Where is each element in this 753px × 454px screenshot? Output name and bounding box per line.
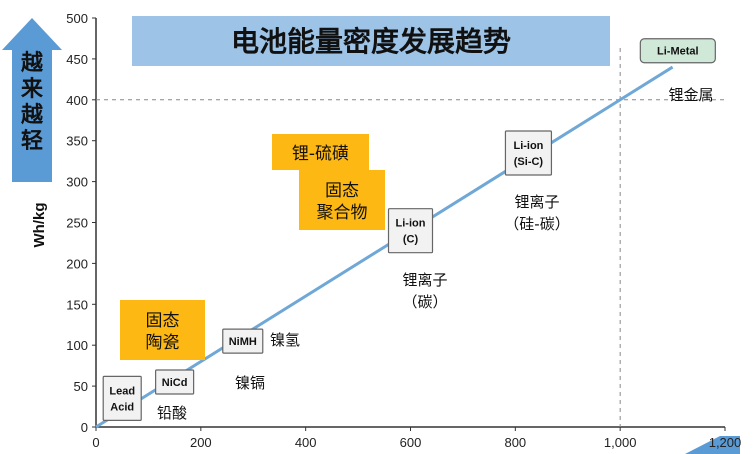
up-arrow-head-icon <box>2 18 62 50</box>
trend-line-group <box>95 65 674 429</box>
y-axis-label: Wh/kg <box>31 203 48 248</box>
point-label: Li-Metal <box>657 46 699 58</box>
y-arrow-label: 越来越轻 <box>20 51 44 154</box>
point-box <box>222 328 264 354</box>
y-tick-label: 0 <box>81 420 88 435</box>
y-tick-label: 300 <box>66 175 88 190</box>
point-label: Li-ion <box>396 218 426 230</box>
point-label: Acid <box>110 401 134 413</box>
point-cn-label: （硅-碳） <box>504 215 569 233</box>
point-cn-label: （碳） <box>402 293 447 311</box>
y-tick-label: 250 <box>66 216 88 231</box>
highlight-label: 固态 <box>146 311 180 331</box>
battery-points: Lead Acid 铅酸 NiCd 镍镉 NiMH 镍氢 Li-ion (C) 锂离子 （碳） Li-… <box>102 38 716 422</box>
point-label: NiCd <box>162 377 188 389</box>
highlight-box <box>272 134 369 170</box>
highlight-box <box>299 170 385 230</box>
point-cn-label: 镍氢 <box>270 331 300 349</box>
x-tick-label: 0 <box>92 435 99 450</box>
point-box <box>387 208 434 254</box>
point-cn-label: 铅酸 <box>157 404 187 422</box>
x-tick-label: 1,000 <box>604 435 637 450</box>
point-cn-label: 锂金属 <box>668 86 713 104</box>
y-tick-label: 350 <box>66 134 88 149</box>
y-tick-label: 100 <box>66 338 88 353</box>
x-arrow-icon <box>685 436 740 454</box>
x-tick-label: 200 <box>190 435 212 450</box>
highlight-box <box>120 300 205 360</box>
point-cn-label: 锂离子 <box>402 271 447 289</box>
chart-title: 电池能量密度发展趋势 <box>231 25 511 58</box>
y-tick-label: 400 <box>66 93 88 108</box>
y-tick-label: 50 <box>74 379 88 394</box>
point-cn-label: 锂离子 <box>514 193 559 211</box>
point-box <box>504 130 553 176</box>
trend-line <box>95 65 674 429</box>
highlight-label: 固态 <box>325 181 359 201</box>
x-tick-label: 1,200 <box>709 435 742 450</box>
x-tick-label: 600 <box>400 435 422 450</box>
point-cn-label: 镍镉 <box>235 374 265 392</box>
highlight-label: 聚合物 <box>317 203 368 223</box>
y-tick-label: 150 <box>66 297 88 312</box>
point-box <box>639 38 716 64</box>
y-tick-label: 450 <box>66 52 88 67</box>
point-label: Lead <box>109 385 135 397</box>
up-arrow-icon <box>12 48 52 182</box>
point-label: (Si-C) <box>514 156 544 168</box>
title-banner <box>132 16 610 66</box>
point-label: (C) <box>403 234 419 246</box>
highlight-label: 锂-硫磺 <box>292 144 349 164</box>
point-box <box>155 369 195 395</box>
y-tick-label: 200 <box>66 256 88 271</box>
point-box <box>102 375 142 421</box>
x-tick-label: 800 <box>504 435 526 450</box>
point-label: NiMH <box>229 336 257 348</box>
axis-ticks: 0 50 100 150 200 250 300 350 400 450 500 0 200 400 600… <box>66 11 741 450</box>
x-tick-label: 400 <box>295 435 317 450</box>
y-tick-label: 500 <box>66 11 88 26</box>
reference-lines <box>96 48 725 427</box>
highlight-label: 陶瓷 <box>146 333 180 353</box>
point-label: Li-ion <box>513 140 543 152</box>
